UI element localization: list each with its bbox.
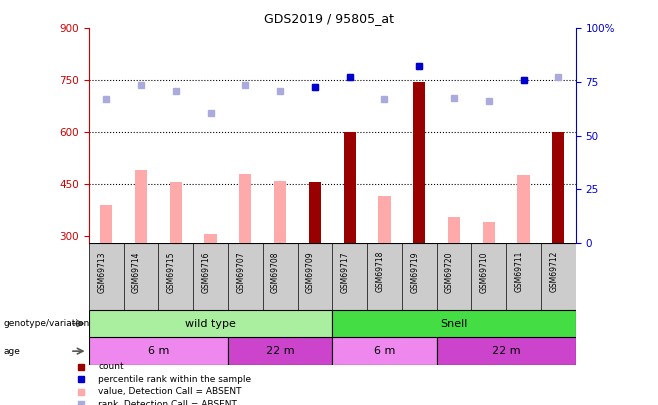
Bar (274, 181, 286, 243)
Text: GSM69714: GSM69714 (132, 251, 141, 292)
Text: 6 m: 6 m (374, 346, 395, 356)
Text: GSM69710: GSM69710 (480, 251, 489, 292)
Bar (413, 82, 425, 243)
Text: GSM69719: GSM69719 (410, 251, 419, 292)
Text: 22 m: 22 m (266, 346, 294, 356)
Bar (413, 82, 425, 243)
Text: GSM69718: GSM69718 (376, 251, 384, 292)
Bar (517, 175, 530, 243)
Text: percentile rank within the sample: percentile rank within the sample (98, 375, 251, 384)
Text: rank, Detection Call = ABSENT: rank, Detection Call = ABSENT (98, 400, 237, 405)
Text: age: age (3, 347, 20, 356)
Bar (448, 217, 460, 243)
Text: count: count (98, 362, 124, 371)
Text: GDS2019 / 95805_at: GDS2019 / 95805_at (264, 12, 394, 25)
Bar (437, 337, 576, 365)
Bar (89, 310, 332, 337)
Text: GSM69720: GSM69720 (445, 251, 454, 292)
Text: genotype/variation: genotype/variation (3, 319, 89, 328)
Bar (309, 182, 321, 243)
Text: GSM69711: GSM69711 (515, 251, 524, 292)
Text: Snell: Snell (440, 319, 468, 328)
Bar (135, 170, 147, 243)
Text: GSM69717: GSM69717 (341, 251, 349, 292)
Text: GSM69707: GSM69707 (236, 251, 245, 293)
Bar (100, 205, 113, 243)
Text: value, Detection Call = ABSENT: value, Detection Call = ABSENT (98, 388, 241, 396)
Bar (240, 174, 251, 243)
Bar (343, 132, 356, 243)
Bar (205, 234, 216, 243)
Text: GSM69712: GSM69712 (549, 251, 559, 292)
Bar (552, 132, 565, 243)
Text: GSM69709: GSM69709 (306, 251, 315, 293)
Text: 22 m: 22 m (492, 346, 520, 356)
Text: GSM69716: GSM69716 (201, 251, 211, 292)
Bar (170, 182, 182, 243)
Bar (552, 132, 565, 243)
Text: 6 m: 6 m (147, 346, 169, 356)
Bar (378, 196, 391, 243)
Text: GSM69708: GSM69708 (271, 251, 280, 292)
Bar (483, 222, 495, 243)
Bar (332, 310, 576, 337)
Text: wild type: wild type (185, 319, 236, 328)
Bar (332, 337, 437, 365)
Text: GSM69715: GSM69715 (166, 251, 176, 292)
Bar (89, 337, 228, 365)
Bar (309, 182, 321, 243)
Bar (228, 337, 332, 365)
Bar (343, 132, 356, 243)
Text: GSM69713: GSM69713 (97, 251, 106, 292)
